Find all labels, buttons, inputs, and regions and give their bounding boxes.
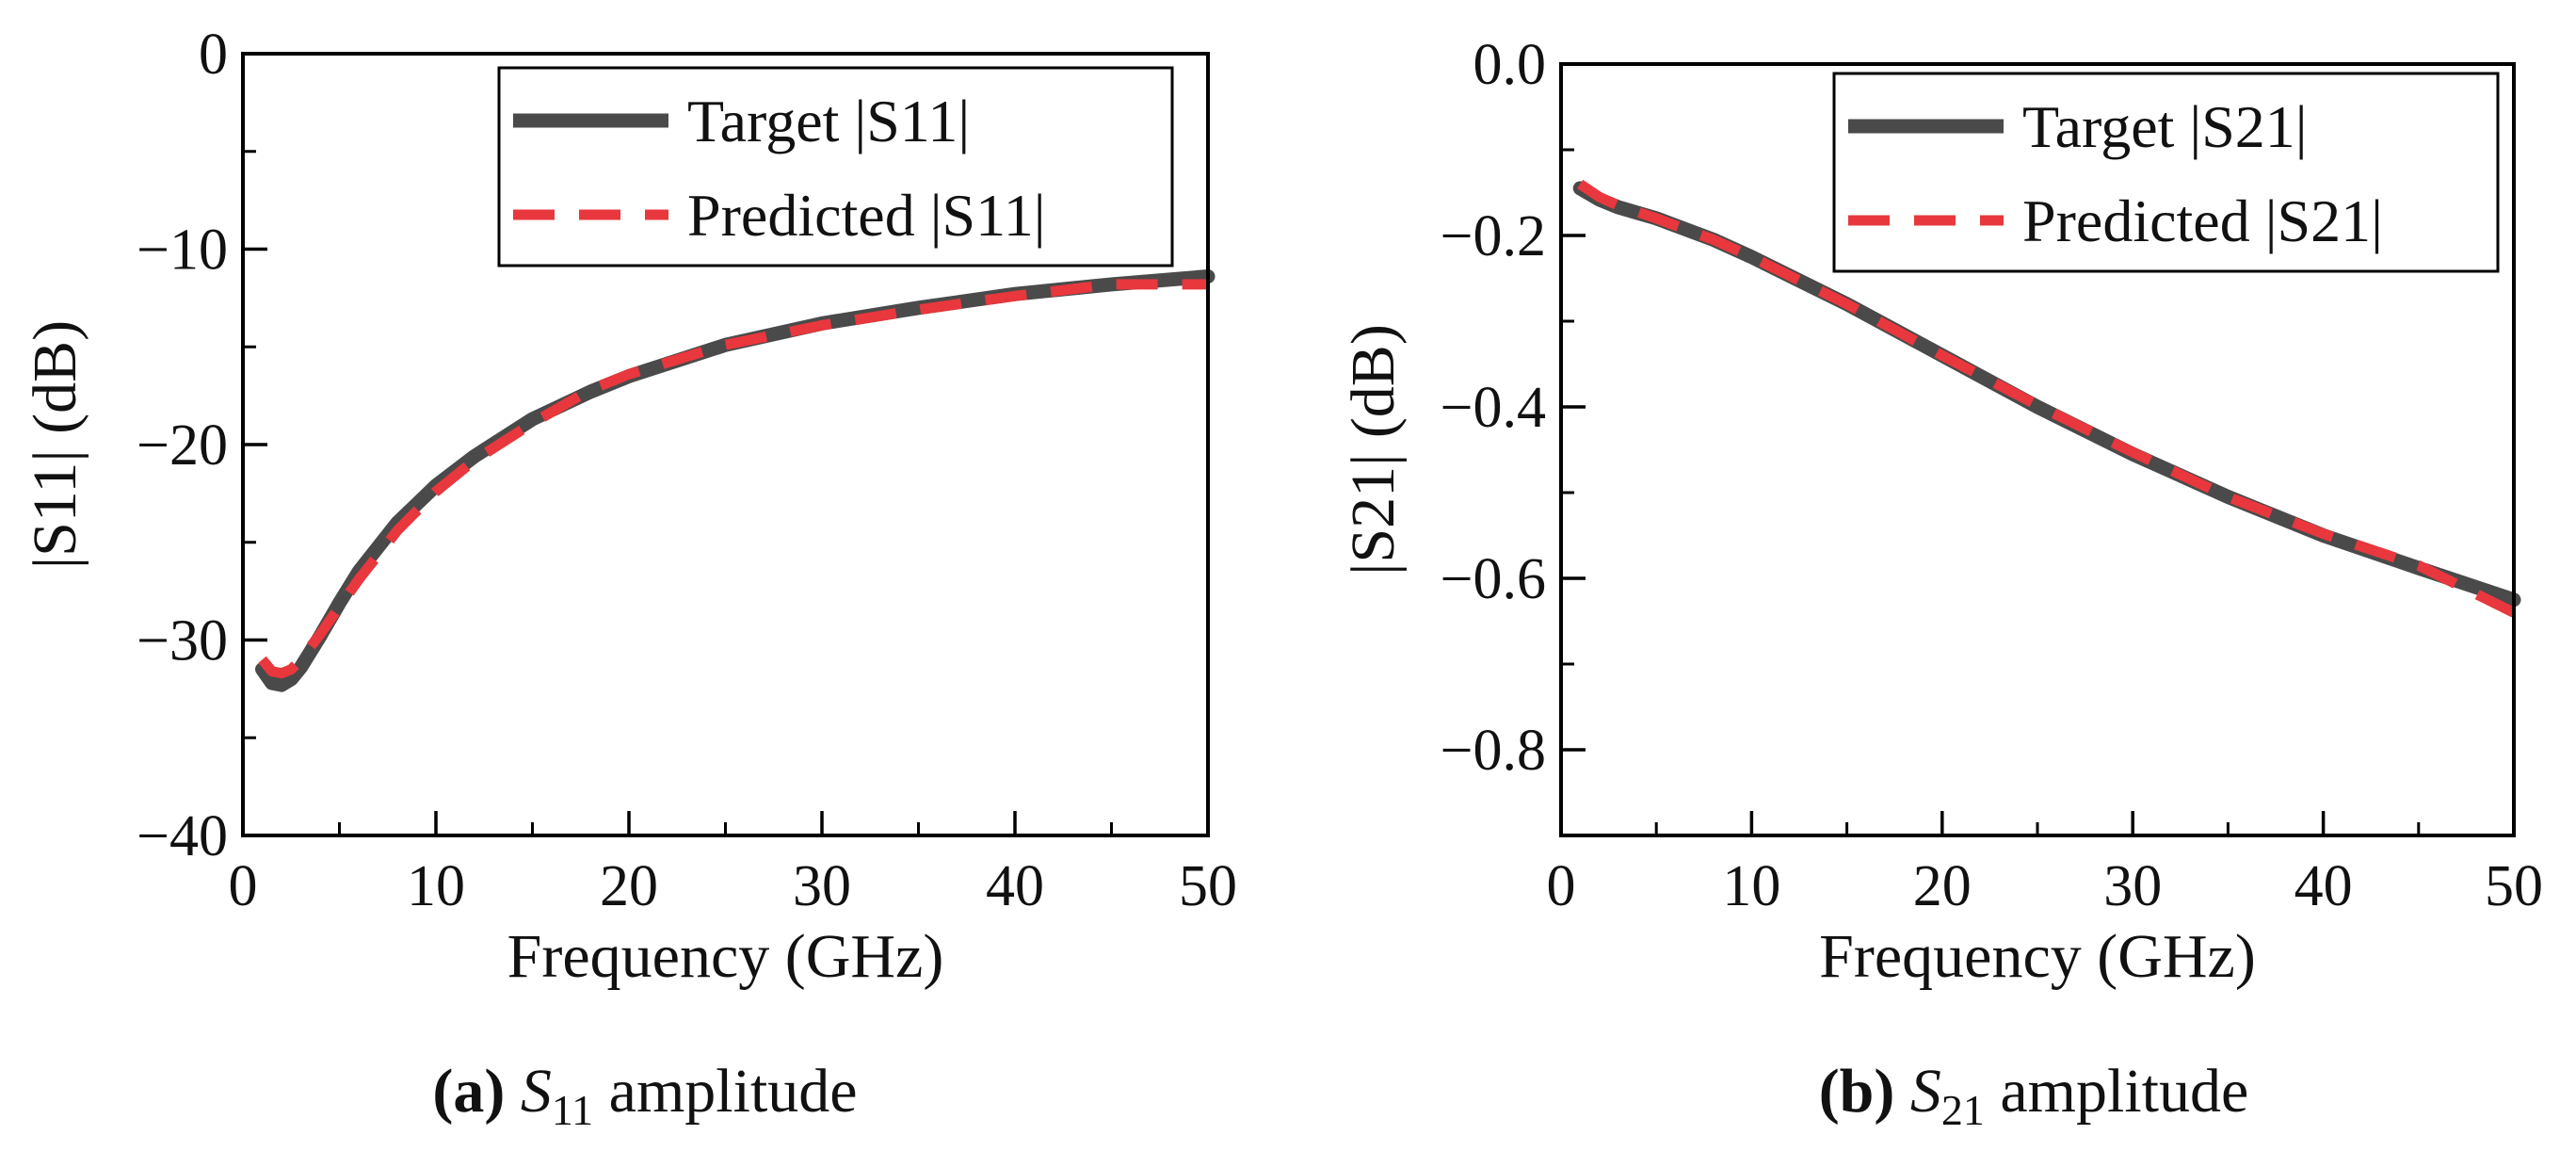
y-tick-label: −0.8 [1441,719,1546,783]
x-tick-label: 30 [793,854,851,918]
legend-label: Target |S11| [687,88,970,154]
y-axis-title: |S21| (dB) [1339,324,1408,576]
caption-symbol: S [521,1057,552,1126]
x-tick-label: 40 [2294,854,2353,918]
caption-symbol: S [1910,1057,1941,1126]
x-tick-label: 10 [1722,854,1780,918]
caption-text: amplitude [1985,1057,2248,1126]
x-tick-label: 0 [229,854,258,918]
x-tick-label: 40 [986,854,1044,918]
caption-text: amplitude [593,1057,857,1126]
x-tick-label: 30 [2103,854,2162,918]
x-axis-title: Frequency (GHz) [1819,922,2256,991]
y-axis-title: |S11| (dB) [21,320,89,569]
y-tick-label: −0.2 [1441,204,1546,268]
caption-subscript: 21 [1941,1086,1985,1134]
predicted-series-line [1577,179,2517,618]
y-tick-label: 0.0 [1473,33,1547,97]
figure-caption: (b) S21 amplitude [1819,1057,2249,1134]
y-tick-label: −30 [137,609,228,673]
chart-panel-a: 0 10 20 30 40 50 0 −10 −20 −30 −40 Target |S11| Pred… [21,23,1237,1134]
x-tick-label: 50 [2485,854,2543,918]
y-tick-label: 0 [199,23,228,87]
caption-letter: (a) [432,1057,520,1126]
y-tick-label: −10 [137,219,228,283]
predicted-series-line [258,279,1208,679]
caption-letter: (b) [1819,1057,1910,1126]
legend-label: Predicted |S11| [687,182,1046,249]
chart-panel-b: 0 10 20 30 40 50 0.0 −0.2 −0.4 −0.6 −0.8 Target |S2… [1339,33,2543,1134]
y-tick-label: −20 [137,413,228,478]
figure-caption: (a) S11 amplitude [432,1057,857,1134]
plot-frame [241,52,1210,837]
legend-label: Predicted |S21| [2022,187,2383,254]
caption-subscript: 11 [552,1086,593,1134]
y-tick-label: −0.6 [1441,547,1546,611]
x-tick-label: 10 [407,854,465,918]
y-tick-label: −0.4 [1441,376,1546,440]
y-tick-label: −40 [137,804,228,868]
plot-frame [1559,62,2516,837]
legend-box [1832,72,2500,273]
x-tick-label: 0 [1547,854,1576,918]
x-tick-label: 20 [600,854,658,918]
x-tick-label: 50 [1179,854,1237,918]
x-tick-label: 20 [1913,854,1972,918]
x-axis-title: Frequency (GHz) [507,922,944,991]
legend-label: Target |S21| [2022,93,2308,160]
legend-box [497,66,1174,267]
